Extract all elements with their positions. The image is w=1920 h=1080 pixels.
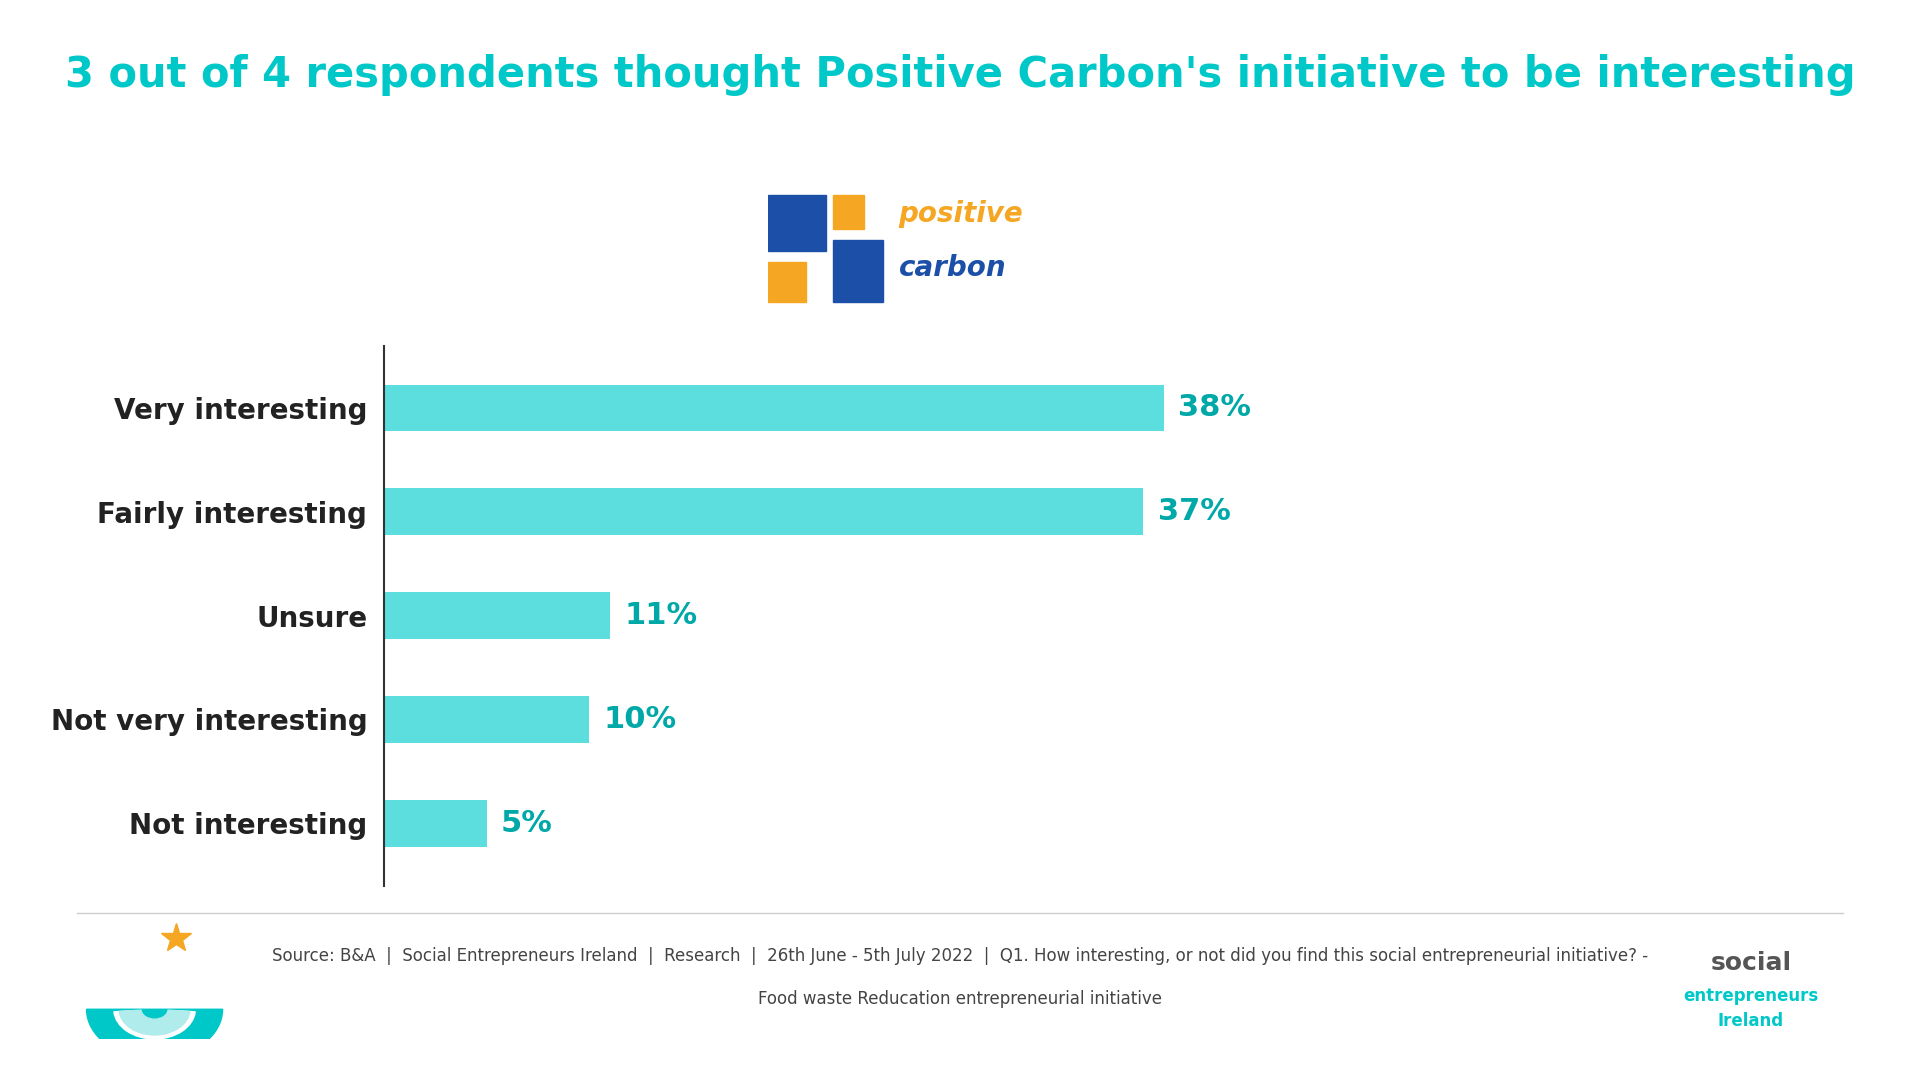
Text: positive: positive	[899, 201, 1023, 229]
Text: 38%: 38%	[1179, 393, 1252, 422]
Wedge shape	[86, 1009, 223, 1058]
Text: entrepreneurs: entrepreneurs	[1684, 987, 1818, 1004]
Bar	[384, 697, 589, 743]
Bar	[768, 262, 806, 301]
Wedge shape	[119, 1010, 190, 1035]
Text: Food waste Reducation entrepreneurial initiative: Food waste Reducation entrepreneurial in…	[758, 990, 1162, 1008]
Text: 3 out of 4 respondents thought Positive Carbon's initiative to be interesting: 3 out of 4 respondents thought Positive …	[65, 54, 1855, 96]
Text: carbon: carbon	[899, 254, 1006, 282]
Bar	[768, 194, 826, 251]
Bar	[833, 240, 883, 301]
Text: 11%: 11%	[624, 602, 697, 630]
Bar	[384, 488, 1144, 535]
Text: 5%: 5%	[501, 809, 553, 838]
Bar	[833, 194, 864, 229]
Text: 37%: 37%	[1158, 497, 1231, 526]
Bar	[384, 592, 611, 639]
Text: 10%: 10%	[603, 705, 676, 734]
Text: Ireland: Ireland	[1718, 1012, 1784, 1029]
Bar	[384, 800, 486, 847]
Bar	[384, 384, 1164, 431]
Text: social: social	[1711, 951, 1791, 975]
Wedge shape	[113, 1011, 196, 1039]
Text: Source: B&A  |  Social Entrepreneurs Ireland  |  Research  |  26th June - 5th Ju: Source: B&A | Social Entrepreneurs Irela…	[273, 947, 1647, 964]
